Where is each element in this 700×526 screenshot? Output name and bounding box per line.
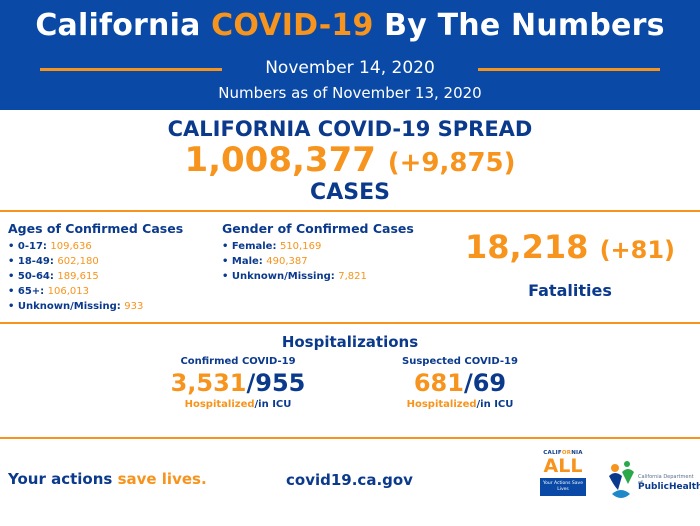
cdph-figure-icon — [609, 461, 634, 498]
header-banner: California COVID-19 By The Numbers Novem… — [0, 0, 700, 110]
website-link[interactable]: covid19.ca.gov — [286, 471, 413, 489]
cases-label: CASES — [310, 180, 390, 205]
ages-item: • 65+: 106,013 — [8, 284, 183, 299]
gender-item-value: 7,821 — [338, 271, 367, 282]
suspected-numbers: 681/69 — [413, 369, 507, 397]
cases-delta: (+9,875) — [387, 148, 516, 178]
gender-list: • Female: 510,169 • Male: 490,387 • Unknow… — [222, 239, 414, 284]
ages-item: • Unknown/Missing: 933 — [8, 299, 183, 314]
divider-middle — [0, 322, 700, 324]
gender-section: Gender of Confirmed Cases • Female: 510,… — [222, 221, 414, 284]
ages-item-label: • 0-17: — [8, 241, 51, 252]
divider-bottom — [0, 437, 700, 439]
ages-item-label: • 65+: — [8, 286, 48, 297]
page-title: California COVID-19 By The Numbers — [35, 8, 665, 43]
gender-item-label: • Male: — [222, 256, 267, 267]
cdph-name: PublicHealth — [638, 482, 700, 492]
ages-item-value: 189,615 — [57, 271, 99, 282]
header-rule-left — [40, 68, 222, 71]
gender-item: • Male: 490,387 — [222, 254, 414, 269]
ages-list: • 0-17: 109,636 • 18-49: 602,180 • 50-64: … — [8, 239, 183, 314]
gender-item-label: • Unknown/Missing: — [222, 271, 339, 282]
ages-item-value: 106,013 — [47, 286, 90, 297]
fatalities-number: 18,218 (+81) — [440, 228, 700, 266]
gender-item-value: 490,387 — [266, 256, 308, 267]
total-cases: 1,008,377 (+9,875) — [0, 140, 700, 180]
fatalities-label: Fatalities — [528, 281, 612, 300]
footer-tagline: Your actions save lives. — [8, 470, 207, 488]
confirmed-label: Confirmed COVID-19 — [180, 356, 296, 367]
gender-item-label: • Female: — [222, 241, 280, 252]
cdph-department: California Department of — [638, 474, 694, 486]
cdph-logo: California Department of PublicHealth — [598, 452, 700, 512]
confirmed-hospitalizations: Confirmed COVID-19 3,531/955 Hospitalize… — [143, 356, 333, 410]
suspected-sublabel: Hospitalized/in ICU — [406, 399, 514, 410]
ages-item: • 0-17: 109,636 — [8, 239, 183, 254]
ages-item-label: • Unknown/Missing: — [8, 301, 125, 312]
california-all-logo: CALIFORNIA ALL Your Actions Save Lives — [540, 450, 586, 516]
ca-all-box: Your Actions Save Lives — [540, 478, 586, 496]
ages-item-value: 933 — [124, 301, 144, 312]
confirmed-sublabel: Hospitalized/in ICU — [184, 399, 292, 410]
suspected-hospitalizations: Suspected COVID-19 681/69 Hospitalized/i… — [365, 356, 555, 410]
header-date: November 14, 2020 — [265, 58, 435, 78]
gender-heading: Gender of Confirmed Cases — [222, 221, 414, 236]
header-rule-right — [478, 68, 660, 71]
gender-item-value: 510,169 — [279, 241, 322, 252]
ages-section: Ages of Confirmed Cases • 0-17: 109,636 •… — [8, 221, 183, 314]
ca-all-small-text: CALIFORNIA — [543, 450, 583, 456]
ages-item: • 50-64: 189,615 — [8, 269, 183, 284]
as-of-date: Numbers as of November 13, 2020 — [218, 84, 482, 102]
gender-item: • Female: 510,169 — [222, 239, 414, 254]
ages-item-label: • 18-49: — [8, 256, 58, 267]
confirmed-numbers: 3,531/955 — [170, 369, 306, 397]
ages-heading: Ages of Confirmed Cases — [8, 221, 184, 236]
hospitalizations-title: Hospitalizations — [281, 333, 419, 351]
ages-item-value: 602,180 — [57, 256, 99, 267]
fatalities-delta: (+81) — [599, 236, 676, 264]
fatalities-value: 18,218 — [464, 228, 589, 266]
ages-item-value: 109,636 — [50, 241, 92, 252]
ca-all-big-text: ALL — [543, 455, 583, 477]
spread-title: CALIFORNIA COVID-19 SPREAD — [167, 117, 533, 141]
cases-value: 1,008,377 — [184, 140, 376, 180]
divider-top — [0, 210, 700, 212]
ages-item-label: • 50-64: — [8, 271, 58, 282]
gender-item: • Unknown/Missing: 7,821 — [222, 269, 414, 284]
ages-item: • 18-49: 602,180 — [8, 254, 183, 269]
suspected-label: Suspected COVID-19 — [402, 356, 518, 367]
